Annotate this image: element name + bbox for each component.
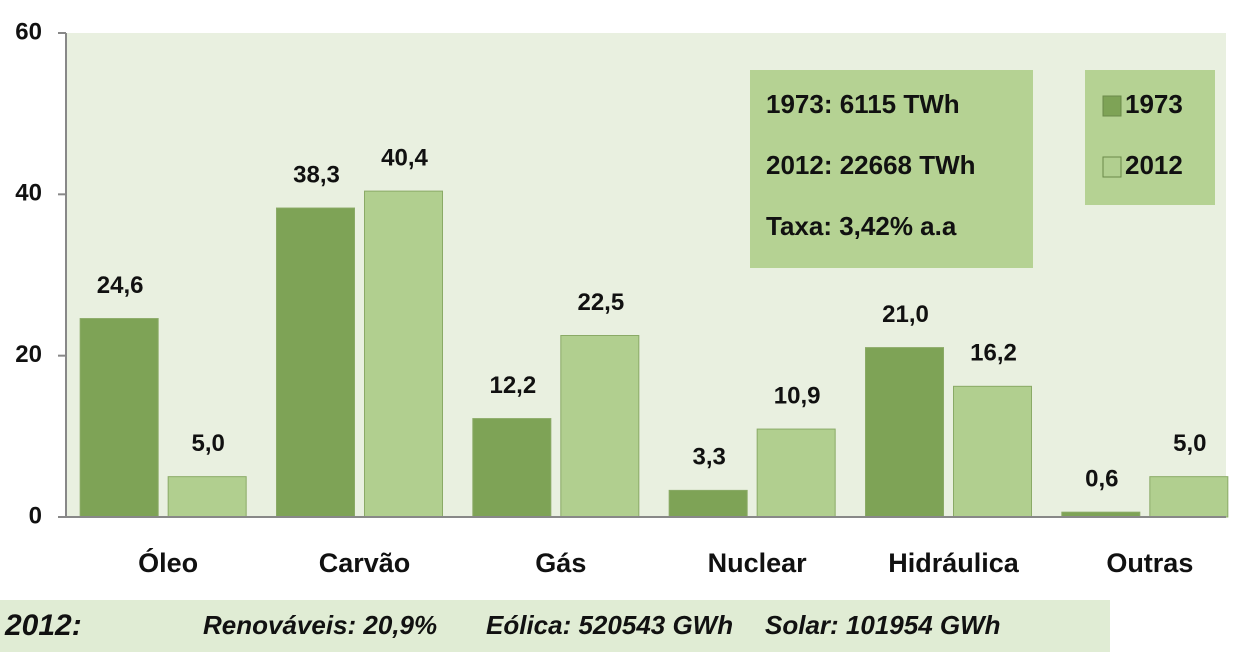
bar: [668, 489, 748, 518]
legend-label: 2012: [1125, 150, 1183, 180]
footer-text: 2012:: [4, 609, 82, 642]
y-tick-label: 60: [15, 18, 42, 45]
value-label: 3,3: [692, 444, 725, 471]
x-tick-label: Gás: [535, 548, 586, 578]
footer-text: Eólica: 520543 GWh: [486, 610, 733, 640]
bar: [472, 418, 552, 518]
y-tick-label: 40: [15, 180, 42, 207]
value-label: 12,2: [489, 372, 536, 399]
bar: [167, 476, 247, 518]
value-label: 22,5: [577, 289, 624, 316]
value-label: 24,6: [97, 272, 144, 299]
bar: [1149, 476, 1229, 518]
x-tick-label: Outras: [1106, 548, 1193, 578]
bar: [953, 385, 1032, 518]
legend-label: 1973: [1125, 89, 1183, 119]
value-label: 21,0: [882, 301, 929, 328]
x-tick-label: Hidráulica: [888, 548, 1020, 578]
info-box: [750, 70, 1033, 268]
legend-box: [1085, 70, 1215, 205]
bar: [865, 347, 944, 518]
y-tick-label: 0: [29, 502, 42, 529]
y-tick-label: 20: [15, 341, 42, 368]
value-label: 5,0: [191, 430, 224, 457]
value-label: 16,2: [970, 340, 1017, 367]
x-tick-label: Carvão: [319, 548, 411, 578]
bar: [756, 428, 836, 518]
value-label: 40,4: [381, 144, 428, 171]
x-tick-label: Nuclear: [708, 548, 808, 578]
bar: [560, 335, 640, 518]
bar: [276, 207, 355, 518]
legend-swatch: [1102, 156, 1122, 178]
footer-text: Renováveis: 20,9%: [203, 610, 437, 640]
footer-band: [0, 600, 1110, 652]
info-text: 2012: 22668 TWh: [766, 150, 976, 180]
plot-background: [66, 33, 1226, 517]
bar: [79, 318, 159, 518]
bar: [364, 190, 443, 518]
value-label: 5,0: [1173, 430, 1206, 457]
footer-text: Solar: 101954 GWh: [765, 610, 1001, 640]
value-label: 10,9: [774, 382, 821, 409]
value-label: 38,3: [293, 161, 340, 188]
info-text: Taxa: 3,42% a.a: [766, 211, 957, 241]
legend-swatch: [1102, 95, 1122, 117]
x-tick-label: Óleo: [138, 547, 198, 578]
value-label: 0,6: [1085, 466, 1118, 493]
info-text: 1973: 6115 TWh: [766, 89, 960, 119]
